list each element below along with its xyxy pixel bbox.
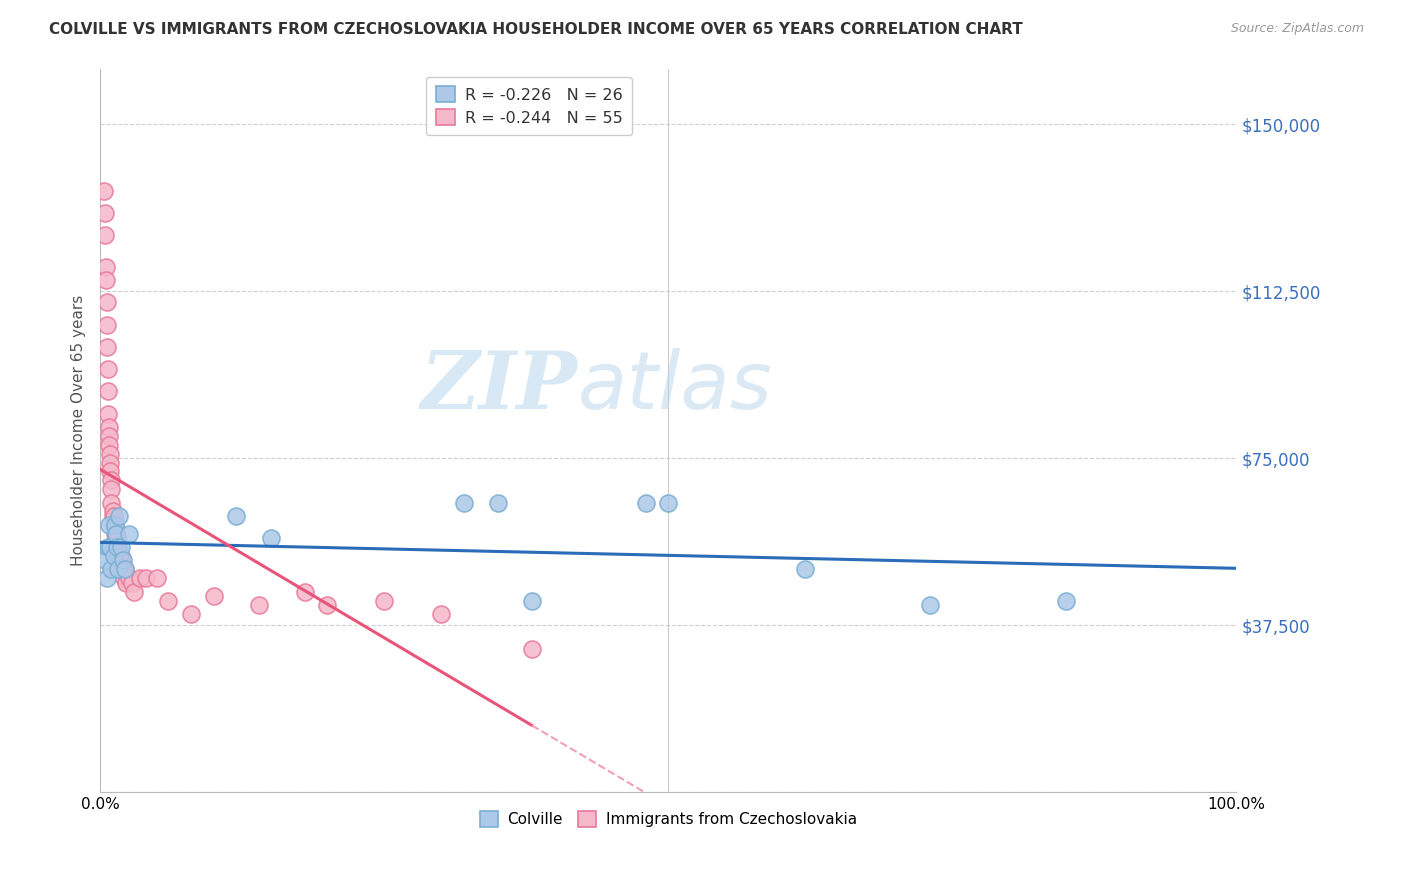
Y-axis label: Householder Income Over 65 years: Householder Income Over 65 years xyxy=(72,294,86,566)
Point xyxy=(135,571,157,585)
Point xyxy=(96,295,118,310)
Point xyxy=(97,540,120,554)
Point xyxy=(129,571,152,585)
Point xyxy=(100,473,122,487)
Point xyxy=(105,540,128,554)
Point xyxy=(105,526,128,541)
Legend: Colville, Immigrants from Czechoslovakia: Colville, Immigrants from Czechoslovakia xyxy=(472,804,865,835)
Point xyxy=(115,575,138,590)
Point xyxy=(96,318,118,332)
Point xyxy=(180,607,202,621)
Point xyxy=(520,642,543,657)
Point xyxy=(259,531,281,545)
Point xyxy=(111,553,134,567)
Point xyxy=(97,362,120,376)
Point xyxy=(103,517,125,532)
Point xyxy=(122,584,145,599)
Point xyxy=(202,589,225,603)
Point xyxy=(430,607,453,621)
Point xyxy=(107,562,129,576)
Point xyxy=(112,571,135,585)
Point xyxy=(98,420,121,434)
Point xyxy=(111,562,134,576)
Point xyxy=(98,517,121,532)
Point xyxy=(520,593,543,607)
Point xyxy=(93,553,115,567)
Point xyxy=(104,517,127,532)
Point xyxy=(114,562,136,576)
Point xyxy=(98,429,121,443)
Point xyxy=(104,517,127,532)
Point xyxy=(294,584,316,599)
Point xyxy=(98,464,121,478)
Point xyxy=(110,549,132,563)
Point xyxy=(793,562,815,576)
Point xyxy=(98,540,121,554)
Point xyxy=(247,598,270,612)
Point xyxy=(108,553,131,567)
Point xyxy=(96,571,118,585)
Point xyxy=(117,571,139,585)
Point xyxy=(97,384,120,399)
Point xyxy=(93,228,115,243)
Point xyxy=(97,407,120,421)
Point xyxy=(93,184,115,198)
Point xyxy=(100,562,122,576)
Point xyxy=(114,562,136,576)
Point xyxy=(100,495,122,509)
Point xyxy=(1054,593,1077,607)
Point xyxy=(94,273,117,287)
Text: atlas: atlas xyxy=(578,348,772,425)
Point xyxy=(108,508,131,523)
Point xyxy=(101,504,124,518)
Point xyxy=(157,593,180,607)
Point xyxy=(94,260,117,274)
Point xyxy=(107,549,129,563)
Point xyxy=(117,526,139,541)
Point xyxy=(453,495,475,509)
Point xyxy=(93,206,115,220)
Point xyxy=(105,531,128,545)
Point xyxy=(146,571,169,585)
Point xyxy=(657,495,679,509)
Point xyxy=(98,438,121,452)
Point xyxy=(98,447,121,461)
Point xyxy=(96,340,118,354)
Point xyxy=(103,508,125,523)
Text: COLVILLE VS IMMIGRANTS FROM CZECHOSLOVAKIA HOUSEHOLDER INCOME OVER 65 YEARS CORR: COLVILLE VS IMMIGRANTS FROM CZECHOSLOVAK… xyxy=(49,22,1024,37)
Point xyxy=(105,526,128,541)
Point xyxy=(918,598,941,612)
Point xyxy=(110,540,132,554)
Point xyxy=(105,540,128,554)
Point xyxy=(110,562,132,576)
Text: Source: ZipAtlas.com: Source: ZipAtlas.com xyxy=(1230,22,1364,36)
Point xyxy=(103,549,125,563)
Point xyxy=(225,508,247,523)
Point xyxy=(486,495,509,509)
Point xyxy=(316,598,339,612)
Point xyxy=(98,456,121,470)
Point xyxy=(634,495,657,509)
Point xyxy=(107,540,129,554)
Point xyxy=(100,482,122,496)
Point xyxy=(105,531,128,545)
Point xyxy=(104,526,127,541)
Point xyxy=(111,553,134,567)
Point xyxy=(373,593,395,607)
Text: ZIP: ZIP xyxy=(420,348,578,425)
Point xyxy=(121,575,143,590)
Point xyxy=(101,508,124,523)
